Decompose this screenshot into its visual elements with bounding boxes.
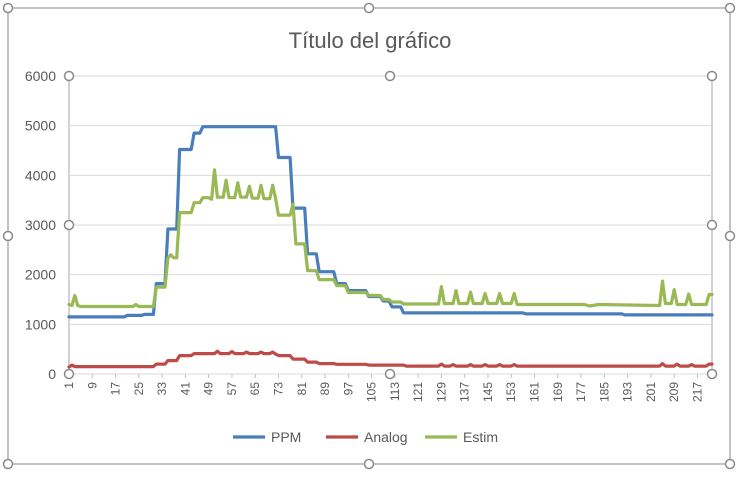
x-tick-label: 89 [318, 382, 332, 396]
x-axis-ticks: 1 9 17 25 33 41 49 57 65 73 81 89 97 105 113 121 129 137 1… [62, 374, 704, 402]
x-tick-label: 193 [621, 382, 635, 402]
legend-item-ppm: PPM [233, 429, 301, 445]
series-line-analog [67, 349, 714, 369]
legend-item-analog: Analog [326, 429, 408, 445]
x-tick-label: 9 [85, 382, 99, 389]
resize-handle[interactable] [724, 458, 736, 470]
x-tick-label: 105 [365, 382, 379, 402]
y-tick-label: 0 [48, 366, 56, 382]
x-tick-label: 65 [248, 382, 262, 396]
legend-label: PPM [271, 429, 301, 445]
resize-handle[interactable] [384, 70, 396, 82]
resize-handle[interactable] [724, 2, 736, 14]
y-tick-label: 5000 [25, 118, 56, 134]
resize-handle[interactable] [2, 230, 14, 242]
x-tick-label: 201 [644, 382, 658, 402]
resize-handle[interactable] [363, 458, 375, 470]
legend-label: Estim [463, 429, 498, 445]
series-lines [67, 125, 714, 369]
y-tick-label: 2000 [25, 267, 56, 283]
resize-handle[interactable] [363, 2, 375, 14]
resize-handle[interactable] [2, 2, 14, 14]
x-tick-label: 113 [388, 382, 402, 401]
x-tick-label: 217 [690, 382, 704, 402]
chart-title: Título del gráfico [289, 28, 452, 53]
x-tick-label: 161 [528, 382, 542, 402]
resize-handle[interactable] [706, 70, 718, 82]
legend-label: Analog [364, 429, 408, 445]
resize-handle[interactable] [706, 219, 718, 231]
series-line-ppm [67, 125, 714, 319]
resize-handle[interactable] [63, 219, 75, 231]
selection-handles[interactable] [2, 2, 736, 470]
y-tick-label: 3000 [25, 217, 56, 233]
resize-handle[interactable] [63, 368, 75, 380]
x-tick-label: 33 [155, 382, 169, 396]
x-tick-label: 145 [481, 382, 495, 402]
x-tick-label: 73 [271, 382, 285, 396]
resize-handle[interactable] [724, 230, 736, 242]
x-tick-label: 1 [62, 382, 76, 389]
series-line-estim [67, 168, 714, 309]
x-tick-label: 57 [225, 382, 239, 396]
resize-handle[interactable] [384, 368, 396, 380]
x-tick-label: 121 [411, 382, 425, 402]
y-tick-label: 6000 [25, 68, 56, 84]
x-tick-label: 129 [434, 382, 448, 402]
chart-frame [7, 7, 731, 465]
x-tick-label: 49 [202, 382, 216, 396]
y-tick-label: 4000 [25, 167, 56, 183]
y-tick-label: 1000 [25, 316, 56, 332]
x-tick-label: 25 [132, 382, 146, 396]
legend-item-estim: Estim [425, 429, 498, 445]
x-tick-label: 41 [178, 382, 192, 396]
resize-handle[interactable] [63, 70, 75, 82]
x-tick-label: 177 [574, 382, 588, 402]
x-tick-label: 209 [667, 382, 681, 402]
x-tick-label: 153 [504, 382, 518, 402]
x-tick-label: 97 [341, 382, 355, 396]
x-tick-label: 137 [458, 382, 472, 402]
x-tick-label: 17 [109, 382, 123, 396]
y-axis-ticks: 0 1000 2000 3000 4000 5000 6000 [25, 68, 56, 382]
x-tick-label: 81 [295, 382, 309, 396]
legend: PPM Analog Estim [233, 429, 498, 445]
resize-handle[interactable] [2, 458, 14, 470]
x-tick-label: 185 [597, 382, 611, 402]
resize-handle[interactable] [706, 368, 718, 380]
x-tick-label: 169 [551, 382, 565, 402]
